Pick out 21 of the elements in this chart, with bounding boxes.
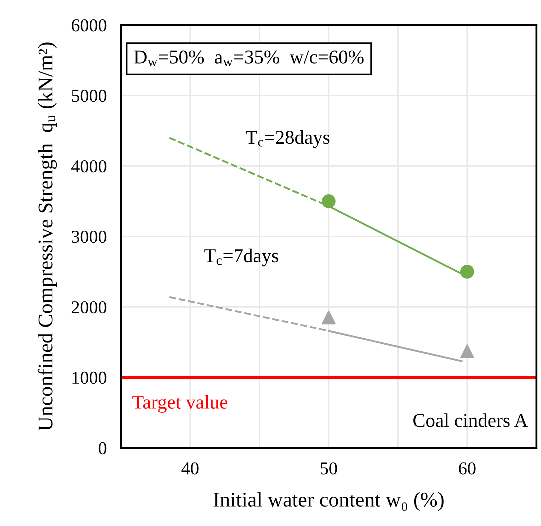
ref-line-label: Target value — [132, 395, 228, 413]
point — [322, 194, 336, 208]
y-axis-title: Unconfined Compressive Strength q$_{u}$ (kN/m²) — [38, 42, 58, 432]
x-axis-title: Initial water content w₀ (%) — [214, 492, 444, 512]
annotation: T$_{c}$=28days — [246, 130, 330, 148]
y-tick-label: 2000 — [72, 301, 107, 314]
y-tick-label: 0 — [98, 442, 107, 455]
x-tick-label: 50 — [320, 462, 338, 475]
point — [460, 265, 474, 279]
annotation: D$_{w}$=50% a$_{w}$=35% w/c=60% — [134, 50, 364, 66]
x-tick-label: 60 — [459, 462, 476, 475]
point — [460, 344, 474, 358]
y-tick-label: 3000 — [72, 230, 107, 244]
x-tick-label: 40 — [182, 462, 199, 475]
annotation: T$_{c}$=7days — [204, 248, 278, 267]
y-tick-label: 1000 — [72, 372, 107, 384]
y-tick-label: 6000 — [72, 20, 107, 32]
point — [322, 310, 336, 325]
y-tick-label: 4000 — [72, 160, 107, 173]
y-tick-label: 5000 — [72, 90, 107, 102]
annotation: Coal cinders A — [414, 414, 528, 428]
